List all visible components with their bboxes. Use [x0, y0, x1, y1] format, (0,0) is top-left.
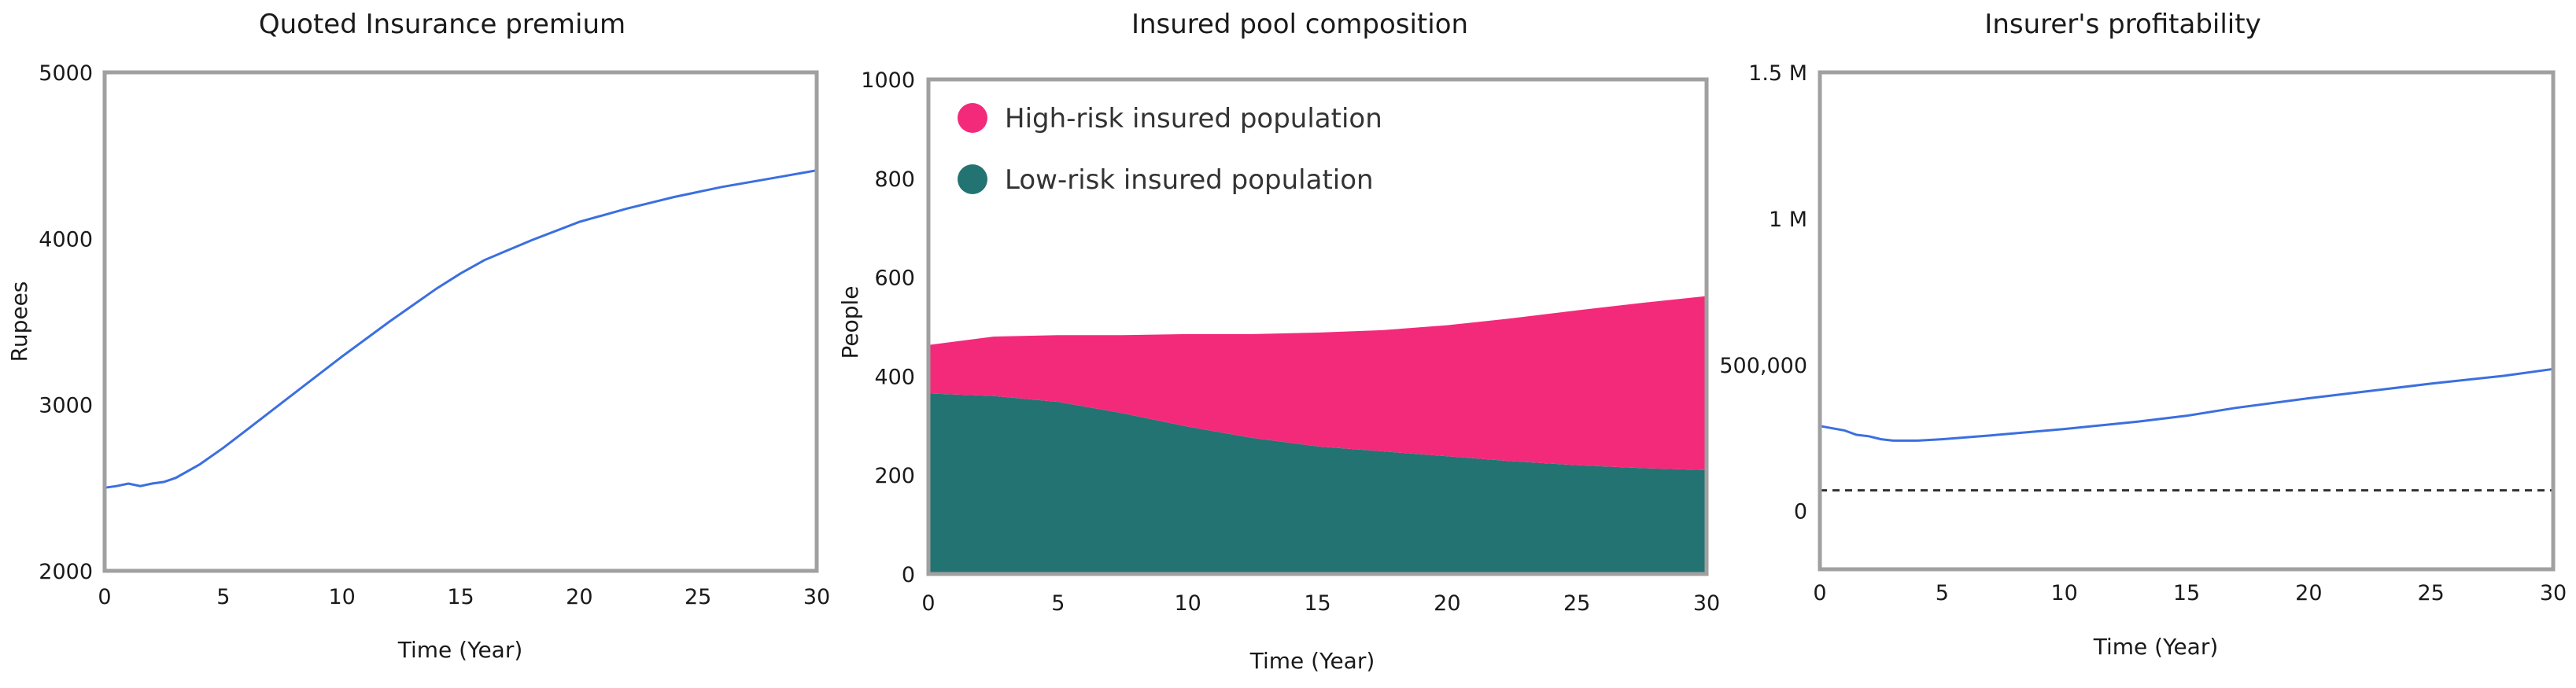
x-tick-label: 5 [216, 585, 230, 609]
y-tick-label: 400 [874, 365, 915, 389]
x-tick-label: 20 [566, 585, 592, 609]
x-tick-label: 0 [1813, 581, 1826, 605]
y-tick-label: 3000 [39, 394, 93, 418]
y-tick-label: 500,000 [1719, 354, 1807, 378]
x-tick-label: 0 [921, 591, 935, 616]
legend-label-low-risk: Low-risk insured population [1005, 164, 1374, 196]
x-tick-label: 10 [2050, 581, 2077, 605]
legend-swatch-low-risk [958, 164, 987, 194]
chart-profitability-frame [1818, 70, 2556, 572]
area-low-risk [928, 393, 1707, 574]
x-tick-label: 15 [2173, 581, 2200, 605]
chart-pool-plot-area [928, 296, 1707, 574]
legend-swatch-high-risk [958, 103, 987, 133]
chart-pool-title: Insured pool composition [1131, 9, 1468, 40]
y-tick-label: 200 [874, 464, 915, 488]
y-tick-label: 0 [902, 563, 915, 587]
chart-premium-x-ticks: 0 5 10 15 20 25 30 [98, 585, 830, 609]
x-tick-label: 5 [1051, 591, 1065, 616]
x-tick-label: 25 [2417, 581, 2444, 605]
x-tick-label: 20 [1434, 591, 1460, 616]
chart-profitability-title: Insurer's profitability [1984, 9, 2260, 40]
chart-premium-plot-area [104, 169, 817, 489]
y-tick-label: 5000 [39, 61, 93, 86]
chart-profitability: Insurer's profitability 0 5 10 15 20 25 30 0 50… [1719, 9, 2567, 660]
y-tick-label: 2000 [39, 560, 93, 584]
x-tick-label: 30 [1693, 591, 1720, 616]
x-tick-label: 5 [1936, 581, 1949, 605]
x-tick-label: 30 [803, 585, 830, 609]
chart-profitability-y-ticks: 0 500,000 1 M 1.5 M [1719, 61, 1807, 524]
area-high-risk [928, 296, 1707, 470]
y-tick-label: 1.5 M [1748, 61, 1807, 86]
chart-pool: Insured pool composition 0 5 10 15 20 25 30 0 2… [837, 9, 1720, 674]
x-tick-label: 25 [685, 585, 711, 609]
y-tick-label: 1 M [1769, 208, 1807, 232]
chart-pool-frame [926, 77, 1709, 576]
chart-profitability-x-axis-label: Time (Year) [2093, 634, 2219, 660]
chart-premium: Quoted Insurance premium 0 5 10 15 20 25 30 20… [6, 9, 830, 663]
chart-profitability-plot-area [1819, 367, 2554, 492]
chart-pool-y-axis-label: People [837, 285, 863, 359]
chart-pool-x-axis-label: Time (Year) [1249, 648, 1375, 674]
y-tick-label: 800 [874, 167, 915, 192]
chart-profitability-x-ticks: 0 5 10 15 20 25 30 [1813, 581, 2567, 605]
x-tick-label: 25 [1563, 591, 1590, 616]
x-tick-label: 30 [2540, 581, 2567, 605]
x-tick-label: 20 [2295, 581, 2322, 605]
x-tick-label: 15 [447, 585, 474, 609]
x-tick-label: 0 [98, 585, 111, 609]
y-tick-label: 0 [1794, 500, 1807, 524]
x-tick-label: 15 [1304, 591, 1330, 616]
y-tick-label: 1000 [861, 68, 915, 93]
chart-premium-y-axis-label: Rupees [6, 281, 32, 362]
x-tick-label: 10 [1174, 591, 1201, 616]
x-tick-label: 10 [328, 585, 355, 609]
chart-pool-legend: High-risk insured population Low-risk in… [958, 103, 1382, 196]
chart-pool-x-ticks: 0 5 10 15 20 25 30 [921, 591, 1720, 616]
y-tick-label: 4000 [39, 227, 93, 252]
y-tick-label: 600 [874, 267, 915, 291]
premium-series-line [104, 169, 817, 489]
chart-pool-y-ticks: 0 200 400 600 800 1000 [861, 68, 915, 587]
chart-premium-x-axis-label: Time (Year) [397, 637, 523, 663]
legend-label-high-risk: High-risk insured population [1005, 103, 1382, 134]
profitability-series-line [1819, 367, 2554, 442]
chart-premium-y-ticks: 2000 3000 4000 5000 [39, 61, 93, 584]
chart-premium-frame [102, 70, 819, 573]
chart-premium-title: Quoted Insurance premium [259, 9, 626, 40]
